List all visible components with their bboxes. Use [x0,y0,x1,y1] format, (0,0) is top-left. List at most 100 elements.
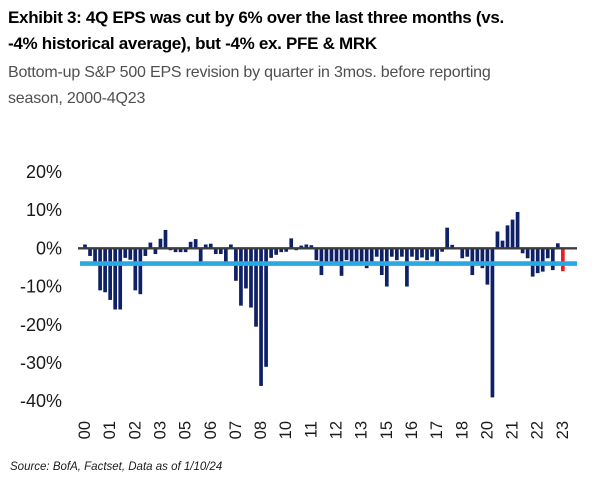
bar-2007Q1 [223,248,228,264]
bar-2004Q1 [163,229,168,249]
bar-2013Q4 [359,248,364,265]
bar-2006Q4 [218,248,223,255]
bar-2022Q4 [540,248,545,272]
x-axis-label-16: 16 [403,421,421,439]
x-axis-label-01: 01 [101,421,119,439]
bar-2012Q1 [324,248,329,264]
x-axis-label-07: 07 [227,421,245,439]
bar-2018Q1 [445,227,450,249]
bar-2003Q2 [148,242,153,249]
y-axis-label--10%: -10% [20,277,62,297]
bar-2020Q3 [495,231,500,249]
x-axis-label-13: 13 [353,421,371,439]
bar-2008Q2 [249,248,253,308]
y-axis-label-10%: 10% [26,200,62,220]
bar-2015Q3 [395,248,399,261]
bar-2012Q3 [334,248,339,265]
bar-2020Q2 [490,248,495,398]
bar-2023Q2 [550,248,555,271]
bar-2005Q3 [193,239,198,249]
x-axis-label-05: 05 [177,421,195,439]
bar-2005Q4 [198,248,203,262]
source-note: Source: BofA, Factset, Data as of 1/10/2… [10,461,223,473]
x-axis-label-20: 20 [478,421,496,439]
bar-2020Q1 [485,248,490,285]
x-axis-label-21: 21 [504,421,522,439]
bar-2008Q1 [244,248,248,289]
bar-2003Q3 [153,248,158,255]
bar-2018Q4 [460,248,465,259]
x-axis-label-22: 22 [529,421,547,439]
bar-2017Q3 [435,248,439,262]
bar-2002Q2 [128,248,133,260]
bar-2007Q4 [239,248,243,306]
bar-2011Q1 [304,244,309,249]
x-axis-label-08: 08 [252,421,270,439]
bar-2016Q1 [405,248,409,287]
bar-2002Q1 [123,248,128,258]
bar-2009Q2 [269,248,273,258]
exhibit-title-line2: -4% historical average), but -4% ex. PFE… [8,34,377,53]
y-axis-label-20%: 20% [26,162,62,182]
x-axis-label-17: 17 [428,421,446,439]
bar-2010Q2 [289,238,294,249]
bar-2005Q1 [183,248,188,253]
bar-2015Q2 [389,248,394,257]
bar-2000Q2 [88,248,92,256]
bar-2004Q3 [173,248,178,253]
bar-2007Q2 [229,244,233,249]
bar-2016Q4 [420,248,424,258]
chart-subtitle-line1: Bottom-up S&P 500 EPS revision by quarte… [8,64,491,81]
bar-2021Q1 [505,225,510,249]
x-axis-label-10: 10 [277,421,295,439]
bar-2002Q4 [138,248,143,295]
y-axis-label--30%: -30% [20,353,62,373]
bar-2009Q4 [279,248,284,253]
x-axis-label-15: 15 [378,421,396,439]
bar-2015Q1 [384,248,389,287]
bar-2013Q3 [354,248,359,262]
bar-2001Q3 [113,248,118,310]
bar-2018Q2 [450,244,455,249]
bar-2023Q3 [555,243,560,249]
bar-2019Q4 [480,248,485,269]
bar-2008Q3 [254,248,258,327]
bar-2013Q2 [349,248,354,265]
bar-2006Q2 [208,243,213,249]
bar-2004Q4 [178,248,183,253]
bar-2002Q3 [133,248,138,291]
bar-2016Q3 [415,248,419,261]
bar-2015Q4 [400,248,404,257]
bar-2010Q4 [299,245,304,249]
x-axis-label-00: 00 [76,421,94,439]
exhibit-title: Exhibit 3: 4Q EPS was cut by 6% over the… [8,5,608,57]
bar-2020Q4 [500,240,505,249]
bar-2000Q1 [83,244,87,249]
y-axis-label--40%: -40% [20,391,62,411]
bar-2014Q3 [374,248,379,257]
bar-2023Q4 [561,248,565,272]
bar-2001Q1 [103,248,107,293]
bar-2022Q3 [535,248,540,274]
bar-2022Q1 [525,248,530,259]
bar-2011Q2 [309,245,314,249]
bar-2003Q4 [158,238,163,249]
bar-2017Q4 [440,248,444,252]
bar-2009Q1 [264,248,268,367]
bar-2012Q2 [329,248,334,262]
bar-2021Q2 [510,219,515,249]
bar-2023Q1 [545,248,550,259]
x-axis-label-23: 23 [554,421,572,439]
bar-2006Q3 [213,248,218,255]
bar-2021Q4 [520,248,525,254]
bar-2017Q2 [430,248,434,257]
bar-2001Q2 [108,248,112,300]
chart-subtitle: Bottom-up S&P 500 EPS revision by quarte… [8,60,608,112]
bar-2005Q2 [188,241,193,249]
bar-2009Q3 [274,248,278,255]
x-axis-label-11: 11 [302,421,320,438]
chart-subtitle-line2: season, 2000-4Q23 [8,90,146,107]
x-axis-label-12: 12 [328,421,346,439]
